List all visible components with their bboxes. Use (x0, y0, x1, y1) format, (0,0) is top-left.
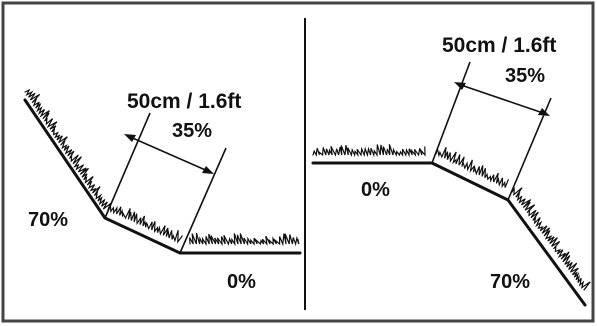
left-panel: 50cm / 1.6ft 35% 70% 0% (23, 88, 302, 293)
right-lower-slope-label: 70% (490, 271, 530, 293)
left-slope-label: 35% (172, 120, 212, 142)
left-grass-flat (189, 232, 300, 247)
right-flat-label: 0% (361, 179, 390, 201)
left-grass-upper-slope (24, 88, 112, 210)
right-distance-label: 50cm / 1.6ft (442, 34, 556, 57)
left-ground-line (23, 98, 302, 255)
right-grass-lower-slope (511, 186, 591, 291)
right-perpendicular-line-1 (431, 61, 471, 164)
left-distance-arrow (124, 134, 214, 174)
left-perpendicular-line-2 (179, 147, 227, 254)
right-ground-line (311, 161, 587, 307)
left-distance-label: 50cm / 1.6ft (127, 90, 241, 113)
right-grass-flat (312, 144, 426, 158)
right-slope-label: 35% (505, 65, 545, 87)
left-perpendicular-line-1 (104, 112, 151, 219)
right-distance-arrow (454, 82, 550, 116)
left-grass-mid-slope (107, 203, 183, 244)
left-upper-slope-label: 70% (28, 209, 68, 231)
left-flat-label: 0% (227, 271, 256, 293)
right-grass-mid-slope (435, 146, 509, 189)
right-panel: 50cm / 1.6ft 35% 0% 70% (311, 34, 591, 307)
